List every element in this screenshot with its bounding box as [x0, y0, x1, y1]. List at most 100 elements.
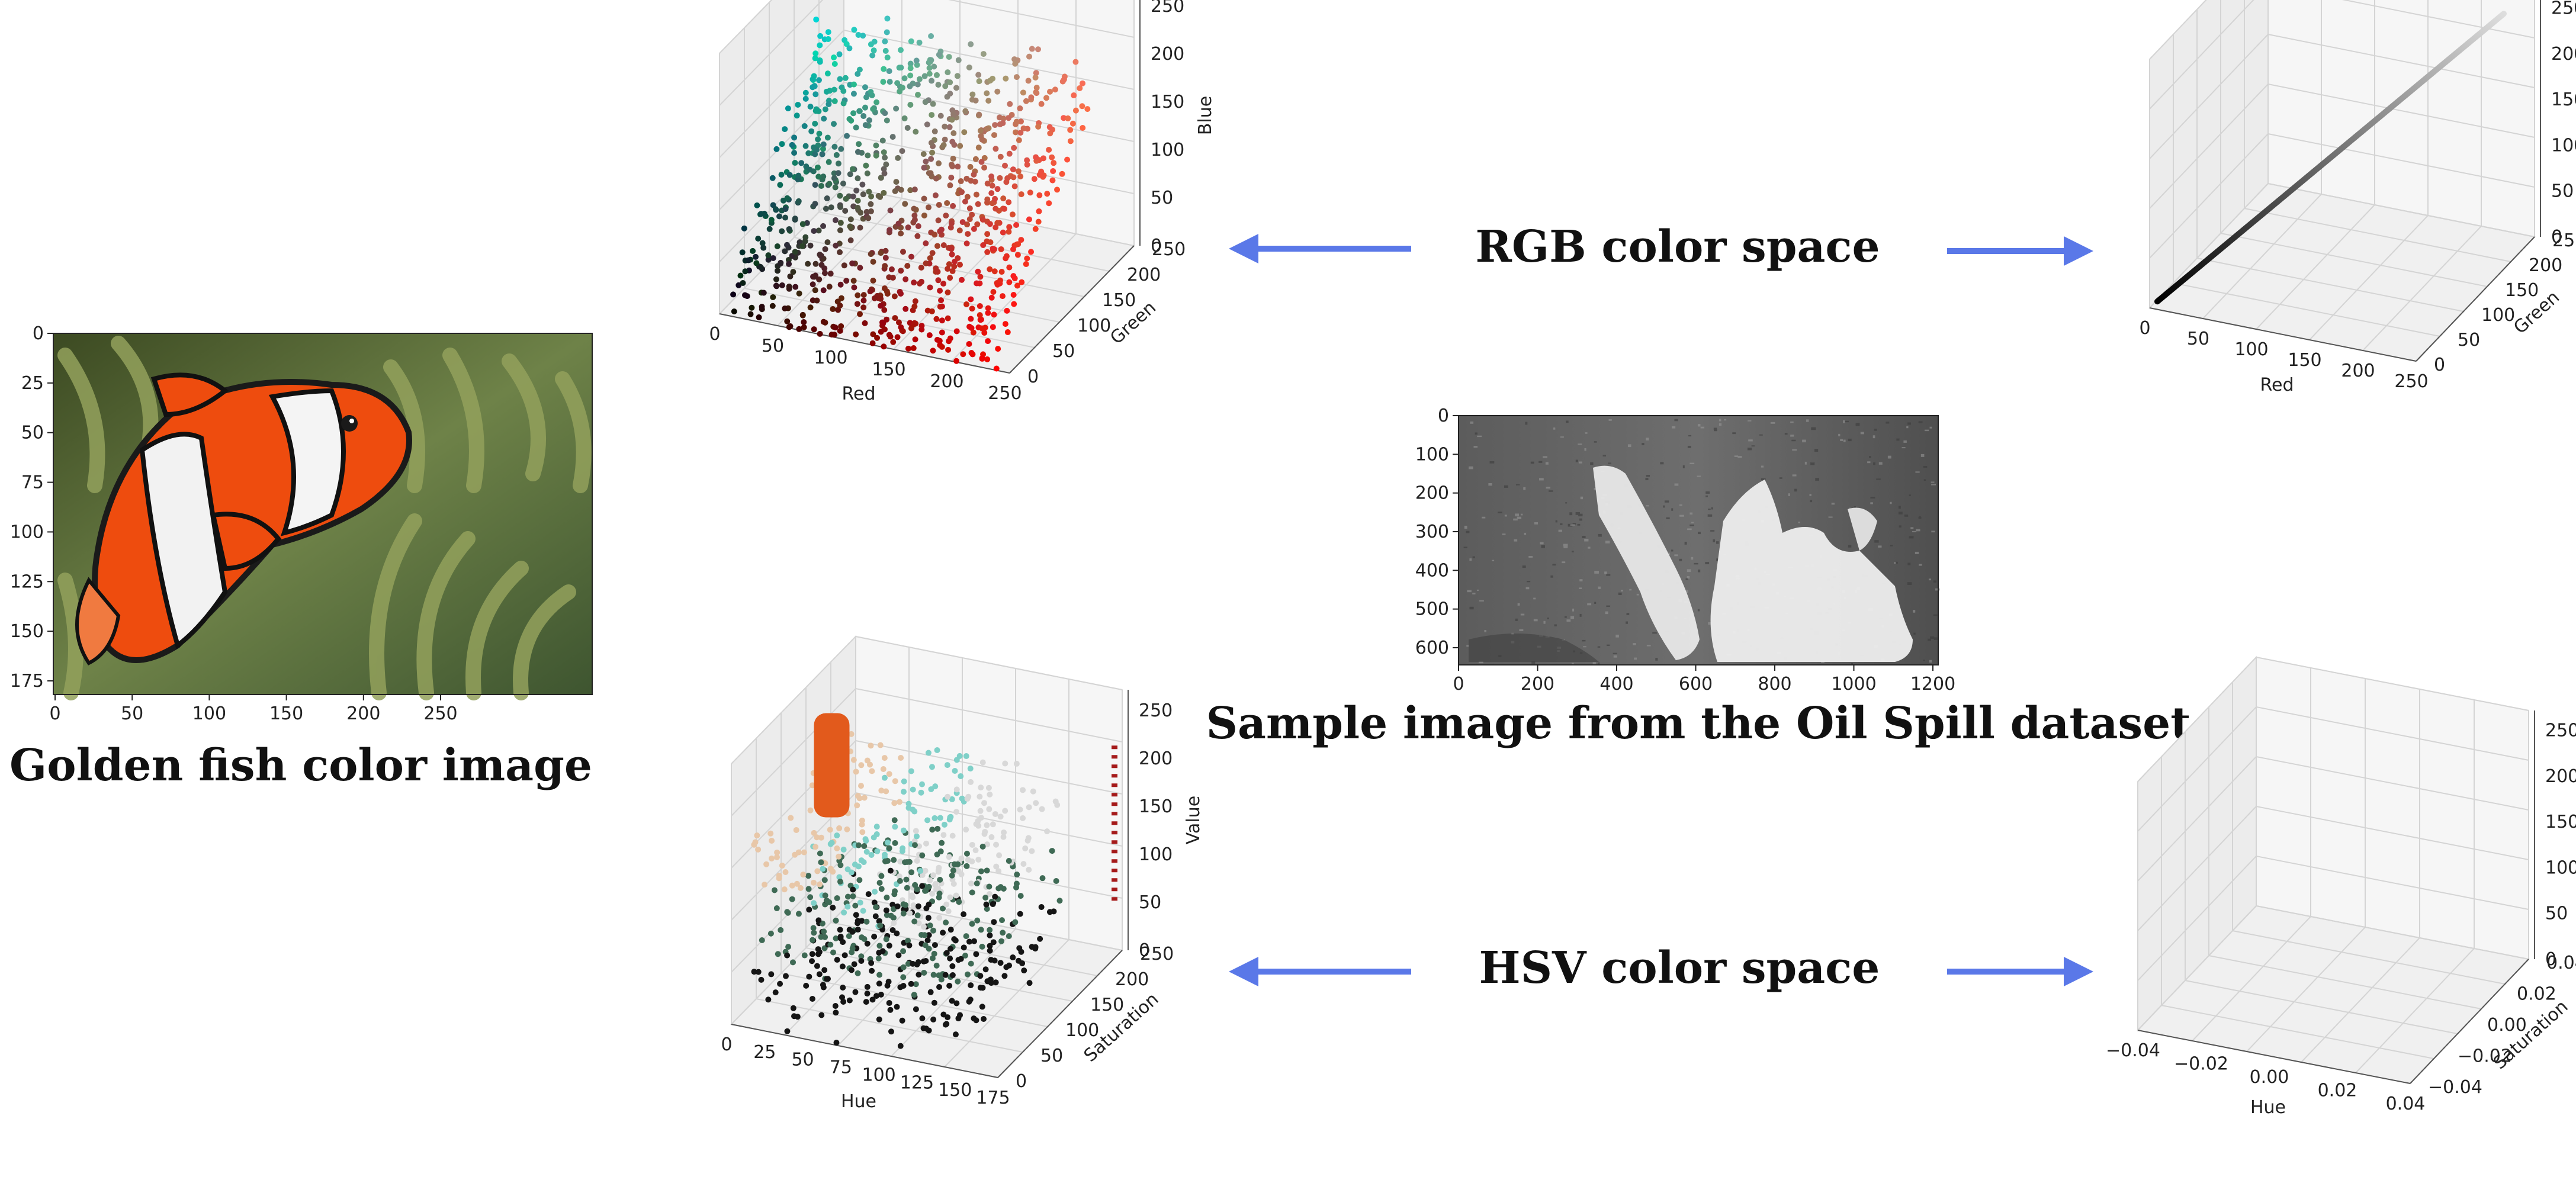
data-point [979, 325, 985, 332]
data-point [918, 264, 924, 271]
data-point [882, 247, 889, 254]
data-point [841, 262, 847, 269]
data-point [844, 826, 850, 832]
speckle [1918, 421, 1923, 423]
data-point [1011, 56, 1018, 63]
data-point [979, 355, 985, 362]
data-point [782, 205, 789, 212]
data-point [947, 955, 953, 962]
x-tick-label: 100 [192, 703, 226, 724]
data-point [924, 307, 931, 314]
data-point [852, 989, 859, 995]
x-tick-label: 0 [709, 324, 720, 345]
data-point [897, 877, 903, 884]
data-point [904, 885, 910, 891]
speckle [1646, 475, 1650, 477]
data-point [971, 1015, 977, 1022]
data-point [788, 815, 794, 821]
y-tick-label: 500 [1415, 599, 1449, 620]
data-point [1004, 307, 1010, 314]
data-point [974, 880, 980, 887]
data-point [860, 112, 867, 119]
speckle [1646, 438, 1649, 441]
data-point [946, 54, 952, 60]
data-point [790, 269, 796, 275]
data-point [908, 253, 914, 260]
data-point [815, 77, 822, 83]
speckle [1467, 590, 1472, 593]
speckle [1566, 619, 1571, 622]
speckle [1810, 500, 1813, 503]
speckle [1605, 611, 1608, 615]
x-tick-label: 250 [2394, 371, 2428, 392]
speckle [1909, 494, 1911, 496]
speckle [1705, 495, 1708, 497]
data-point [873, 152, 879, 159]
data-point [987, 932, 993, 938]
z-tick-label: 0 [1151, 236, 1162, 256]
speckle [1697, 424, 1701, 427]
data-point [942, 123, 948, 130]
z-tick-label: 150 [2551, 89, 2576, 110]
data-point [794, 880, 800, 887]
speckle [1563, 545, 1568, 548]
data-point [864, 983, 871, 990]
data-point [911, 303, 918, 310]
y-tick-label: 100 [2481, 305, 2515, 326]
data-point [837, 879, 843, 885]
x-tick-label: 100 [862, 1065, 896, 1085]
speckle [1843, 439, 1846, 442]
data-point [761, 210, 767, 217]
data-point [1011, 144, 1017, 151]
data-point [850, 893, 856, 899]
y-tick-label: −0.04 [2428, 1077, 2482, 1098]
data-point [760, 290, 767, 296]
data-point [776, 213, 783, 220]
data-point [953, 786, 960, 793]
y-tick-label: 175 [10, 671, 44, 692]
data-point [963, 753, 969, 760]
data-point [1032, 226, 1039, 232]
data-point [881, 189, 887, 196]
y-tick-label: 75 [21, 472, 44, 493]
data-point [855, 197, 861, 204]
data-point [1004, 175, 1011, 182]
speckle [1515, 513, 1519, 517]
data-point [913, 57, 920, 64]
data-point [779, 141, 785, 147]
data-point [963, 933, 969, 940]
data-point [848, 869, 855, 876]
data-point [821, 967, 828, 973]
speckle [1919, 564, 1922, 566]
data-point [929, 890, 936, 897]
data-point [930, 101, 936, 107]
data-point [935, 277, 942, 284]
data-point [945, 266, 951, 272]
speckle [1902, 447, 1906, 449]
speckle [1679, 504, 1682, 506]
data-point [740, 280, 746, 287]
data-point [934, 269, 941, 275]
data-point [1072, 59, 1079, 65]
data-point [1018, 118, 1024, 125]
speckle [1524, 532, 1527, 535]
data-point [816, 276, 823, 282]
speckle [1545, 462, 1549, 465]
x-tick-label: 200 [930, 371, 963, 392]
speckle [1898, 512, 1903, 515]
data-point [964, 194, 971, 200]
speckle [1608, 419, 1612, 421]
data-point [1046, 124, 1053, 130]
speckle [1671, 508, 1674, 511]
data-point [927, 922, 933, 929]
speckle [1713, 427, 1717, 430]
data-point [901, 789, 907, 795]
data-point [867, 288, 873, 295]
data-point [1000, 293, 1006, 300]
data-point [765, 996, 772, 1003]
x-axis [731, 1024, 998, 1078]
speckle [1811, 427, 1816, 430]
data-point [1047, 130, 1053, 137]
data-point [862, 84, 868, 91]
